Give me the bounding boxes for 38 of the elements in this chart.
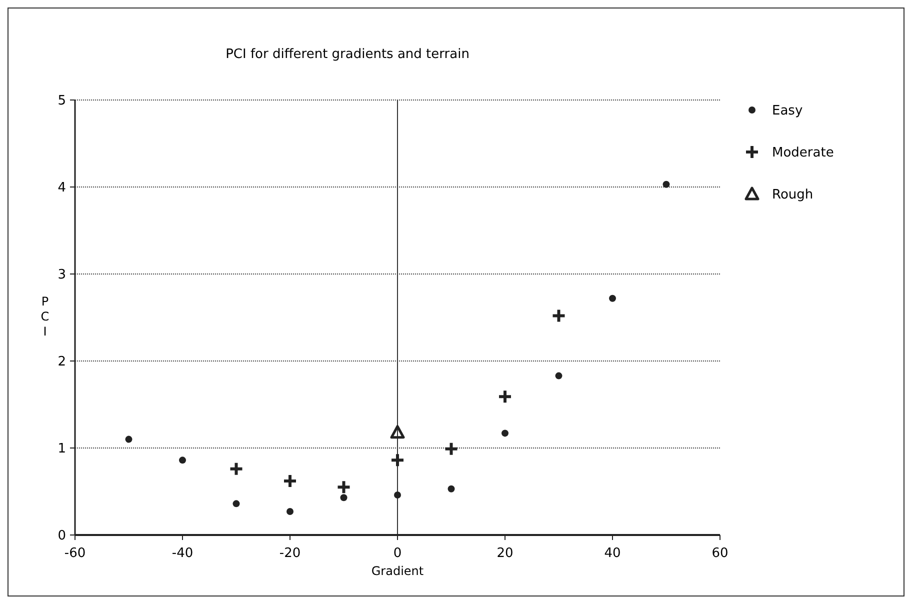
point (551, 308, 566, 324)
y-axis-title: PCI (40, 294, 50, 338)
chart-title: PCI for different gradients and terrain (226, 47, 470, 62)
point (444, 441, 459, 456)
point (609, 294, 616, 302)
point (336, 480, 352, 495)
point (125, 436, 132, 443)
x-tick-label: -40 (172, 546, 194, 561)
point (286, 508, 294, 516)
x-tick-label: 0 (393, 546, 402, 561)
point (179, 456, 186, 464)
point (394, 491, 401, 498)
y-tick-label: 0 (58, 528, 66, 544)
point (448, 485, 455, 492)
y-tick-label: 3 (58, 268, 66, 283)
point (282, 474, 298, 489)
point (555, 372, 562, 380)
point (390, 425, 405, 439)
x-tick-label: -20 (279, 546, 301, 561)
y-tick-label: 5 (58, 94, 66, 109)
point (340, 494, 348, 502)
legend-label: Easy (772, 104, 803, 119)
point (228, 461, 244, 476)
point (390, 452, 405, 468)
y-tick-label: 4 (58, 180, 66, 196)
x-tick-label: -60 (64, 546, 86, 561)
legend-label: Rough (772, 188, 814, 203)
point (232, 500, 240, 508)
point (662, 180, 670, 188)
x-tick-label: 20 (496, 546, 514, 561)
y-tick-label: 2 (58, 354, 66, 370)
y-tick-label: 1 (58, 442, 66, 457)
legend-label: Moderate (772, 146, 834, 161)
point (498, 389, 512, 404)
point (502, 430, 508, 437)
x-tick-label: 40 (604, 546, 621, 561)
x-axis-title: Gradient (371, 564, 424, 578)
x-tick-label: 60 (712, 546, 728, 561)
